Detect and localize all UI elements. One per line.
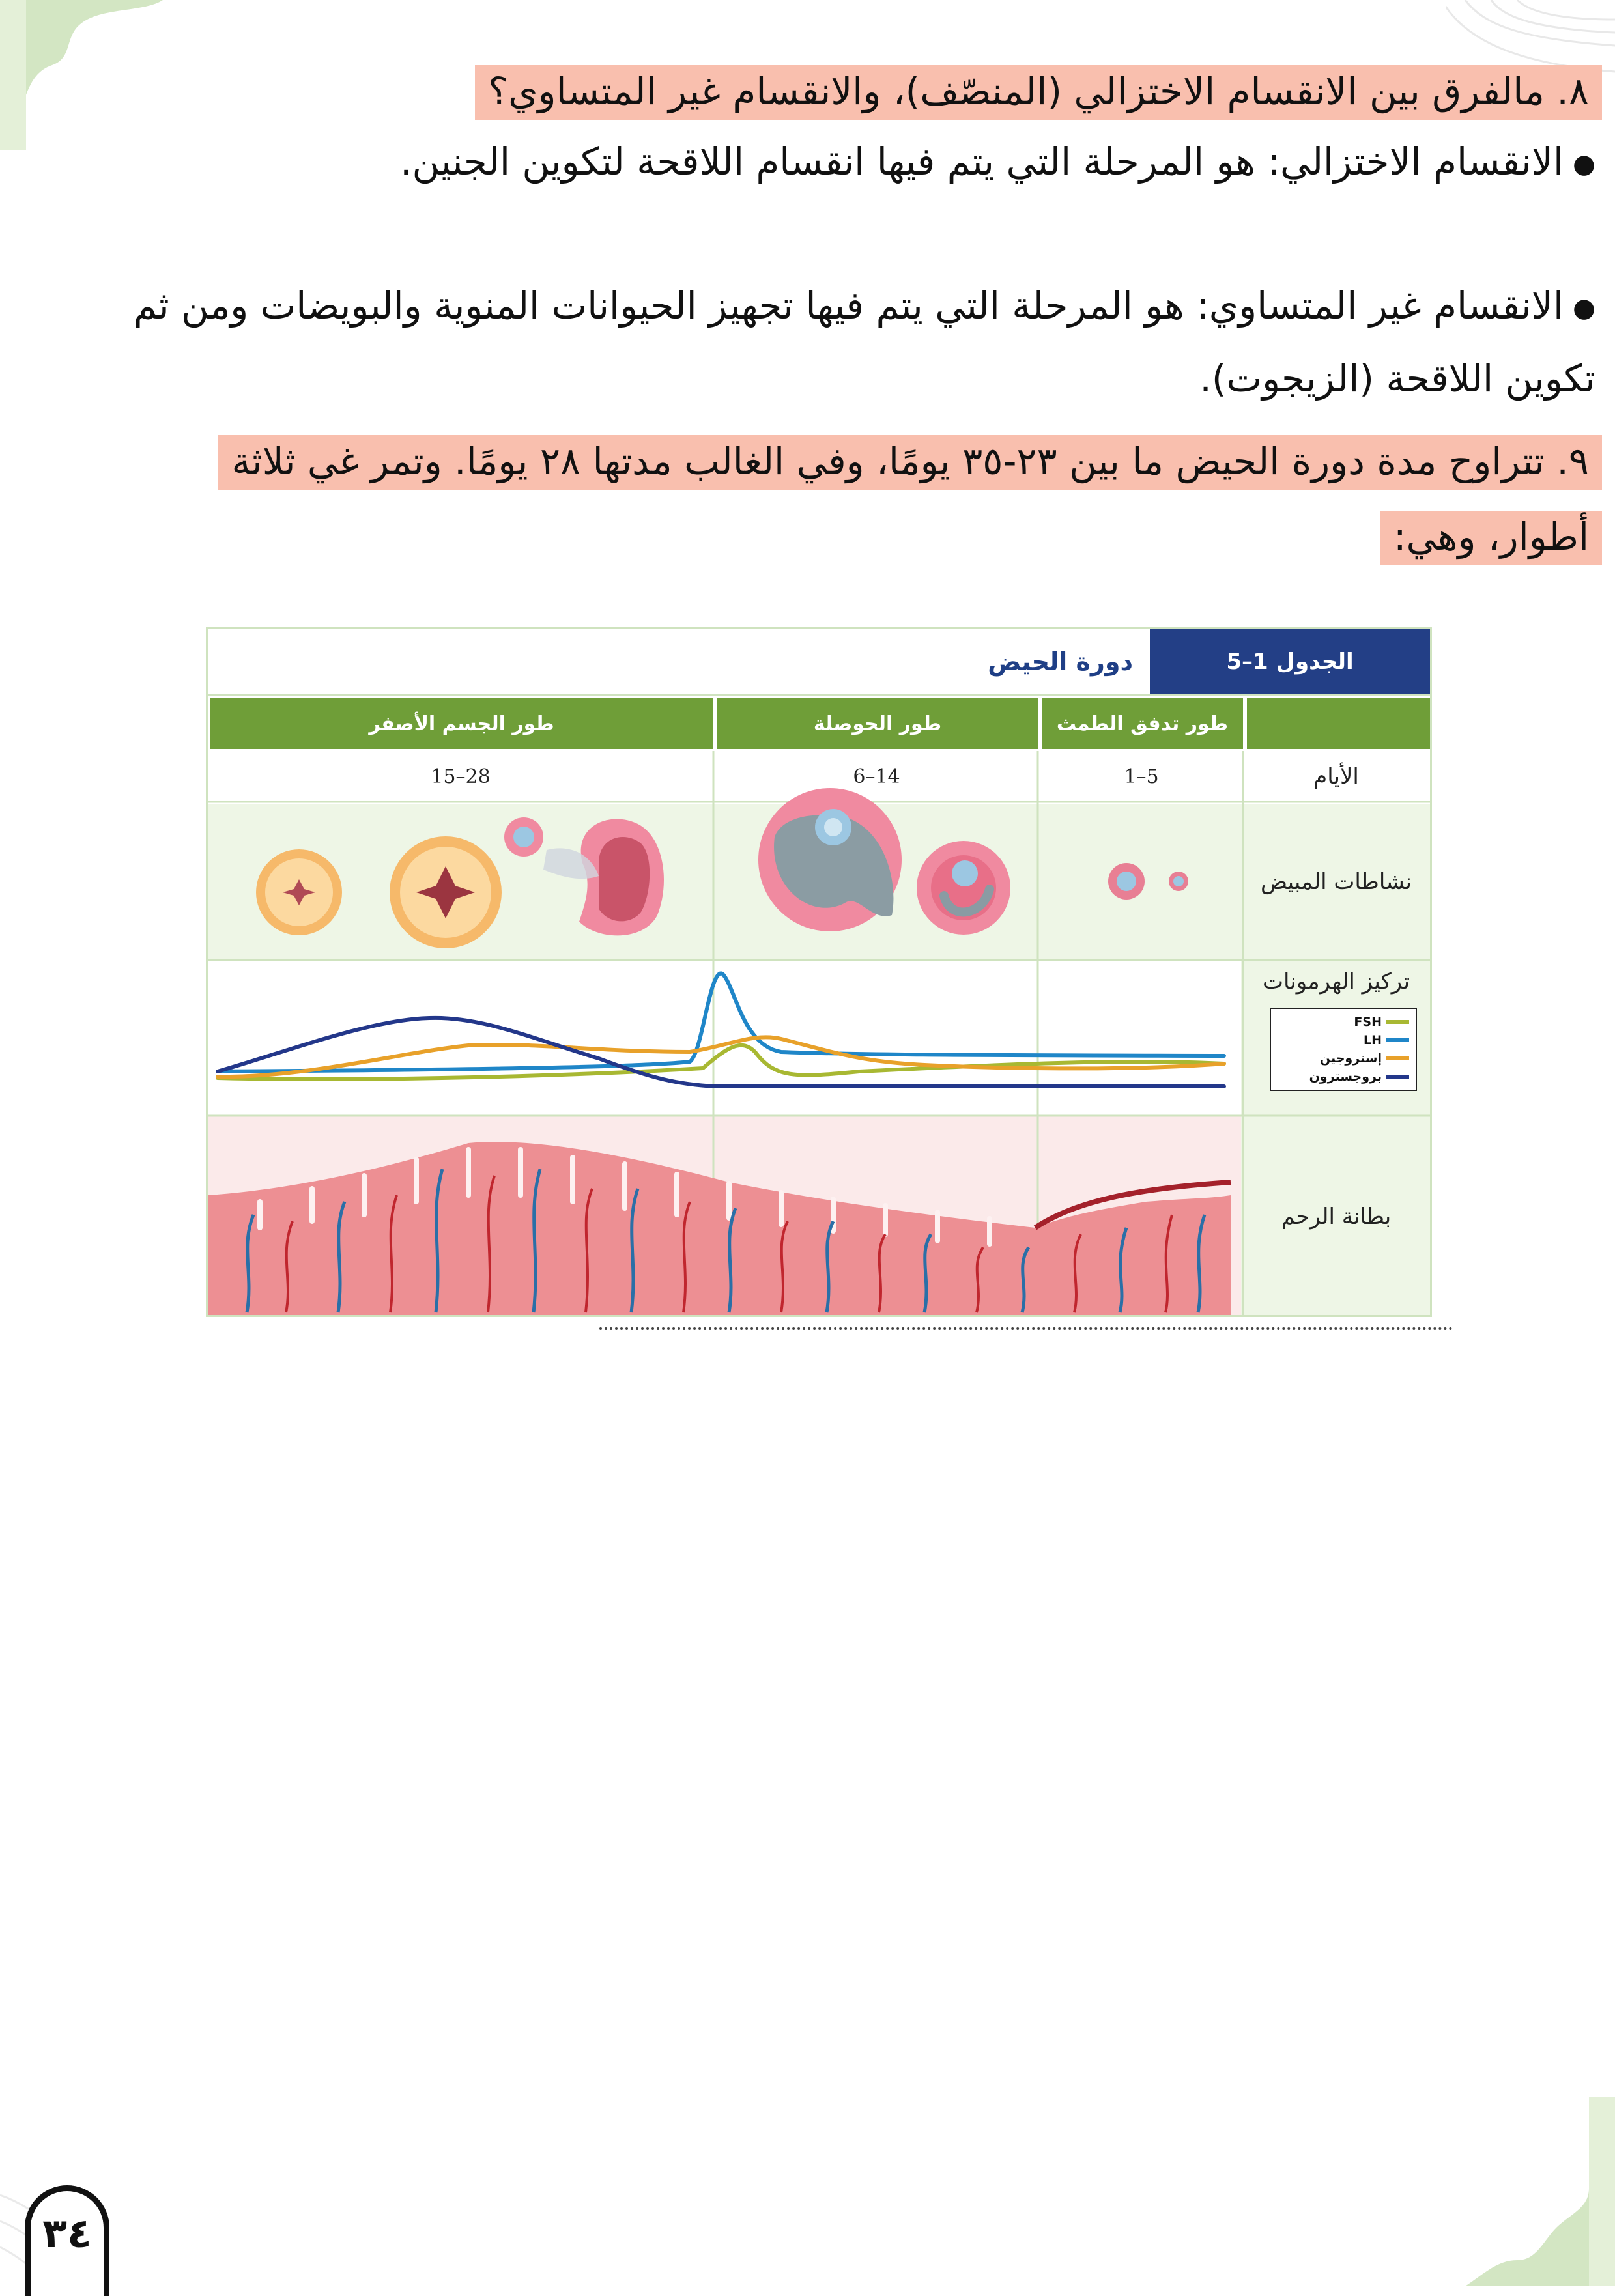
question-9: ٩. تتراوح مدة دورة الحيض ما بين ٢٣-٣٥ يو…	[163, 423, 1602, 574]
uterine-lining-illustration	[208, 1142, 1231, 1315]
header-luteal-phase: طور الجسم الأصفر	[208, 698, 713, 749]
menstrual-cycle-table: الجدول 1–5 دورة الحيض	[206, 627, 1432, 1317]
page-number: ٣٤	[25, 2185, 109, 2296]
row-label-uterus: بطانة الرحم	[1281, 1203, 1392, 1230]
dotted-answer-line	[599, 1327, 1453, 1330]
bullet-icon: ●	[1573, 149, 1595, 179]
header-empty	[1245, 698, 1430, 749]
question-8: ٨. مالفرق بين الانقسام الاختزالي (المنصّ…	[13, 53, 1602, 129]
question-8-text: ٨. مالفرق بين الانقسام الاختزالي (المنصّ…	[475, 65, 1602, 120]
header-follicular-phase: طور الحوصلة	[715, 698, 1038, 749]
answer-unequal-division: ●الانقسام غير المتساوي: هو المرحلة التي …	[104, 270, 1595, 414]
table-grid	[208, 751, 1430, 1315]
row-label-hormones: تركيز الهرمونات	[1262, 969, 1410, 995]
table-title: دورة الحيض	[988, 647, 1133, 676]
legend-label: FSH	[1354, 1015, 1382, 1029]
legend-item-estrogen: إستروجين	[1320, 1051, 1409, 1066]
legend-item-lh: LH	[1364, 1032, 1409, 1048]
legend-swatch-icon	[1386, 1056, 1409, 1060]
corner-decoration	[0, 0, 163, 150]
hormone-legend: FSH LH إستروجين بروجسترون	[1270, 1008, 1417, 1091]
legend-swatch-icon	[1386, 1075, 1409, 1079]
legend-label: إستروجين	[1319, 1051, 1382, 1066]
row-label-ovary: نشاطات المبيض	[1260, 869, 1412, 895]
header-menstrual-phase: طور تدفق الطمث	[1040, 698, 1243, 749]
question-9-text: ٩. تتراوح مدة دورة الحيض ما بين ٢٣-٣٥ يو…	[218, 435, 1602, 565]
bullet-icon: ●	[1573, 292, 1595, 323]
legend-label: بروجسترون	[1309, 1070, 1382, 1084]
answer-meiosis-text: الانقسام الاختزالي: هو المرحلة التي يتم …	[400, 139, 1564, 184]
corner-decoration	[1465, 2097, 1615, 2286]
days-luteal: 15–28	[431, 765, 491, 788]
legend-item-progesterone: بروجسترون	[1309, 1069, 1409, 1084]
row-label-days: الأيام	[1313, 763, 1359, 789]
answer-unequal-division-text: الانقسام غير المتساوي: هو المرحلة التي ي…	[133, 283, 1595, 401]
legend-swatch-icon	[1386, 1038, 1409, 1042]
legend-item-fsh: FSH	[1354, 1014, 1409, 1030]
legend-swatch-icon	[1386, 1020, 1409, 1024]
hormone-curves	[216, 971, 1226, 1088]
ovary-illustrations	[256, 788, 1188, 948]
table-number-badge: الجدول 1–5	[1150, 629, 1430, 694]
legend-label: LH	[1363, 1033, 1382, 1047]
days-menstrual: 1–5	[1124, 765, 1159, 788]
answer-meiosis: ● الانقسام الاختزالي: هو المرحلة التي يتم…	[26, 129, 1595, 197]
table-title-bar: الجدول 1–5 دورة الحيض	[208, 629, 1430, 696]
days-follicular: 6–14	[853, 765, 900, 788]
